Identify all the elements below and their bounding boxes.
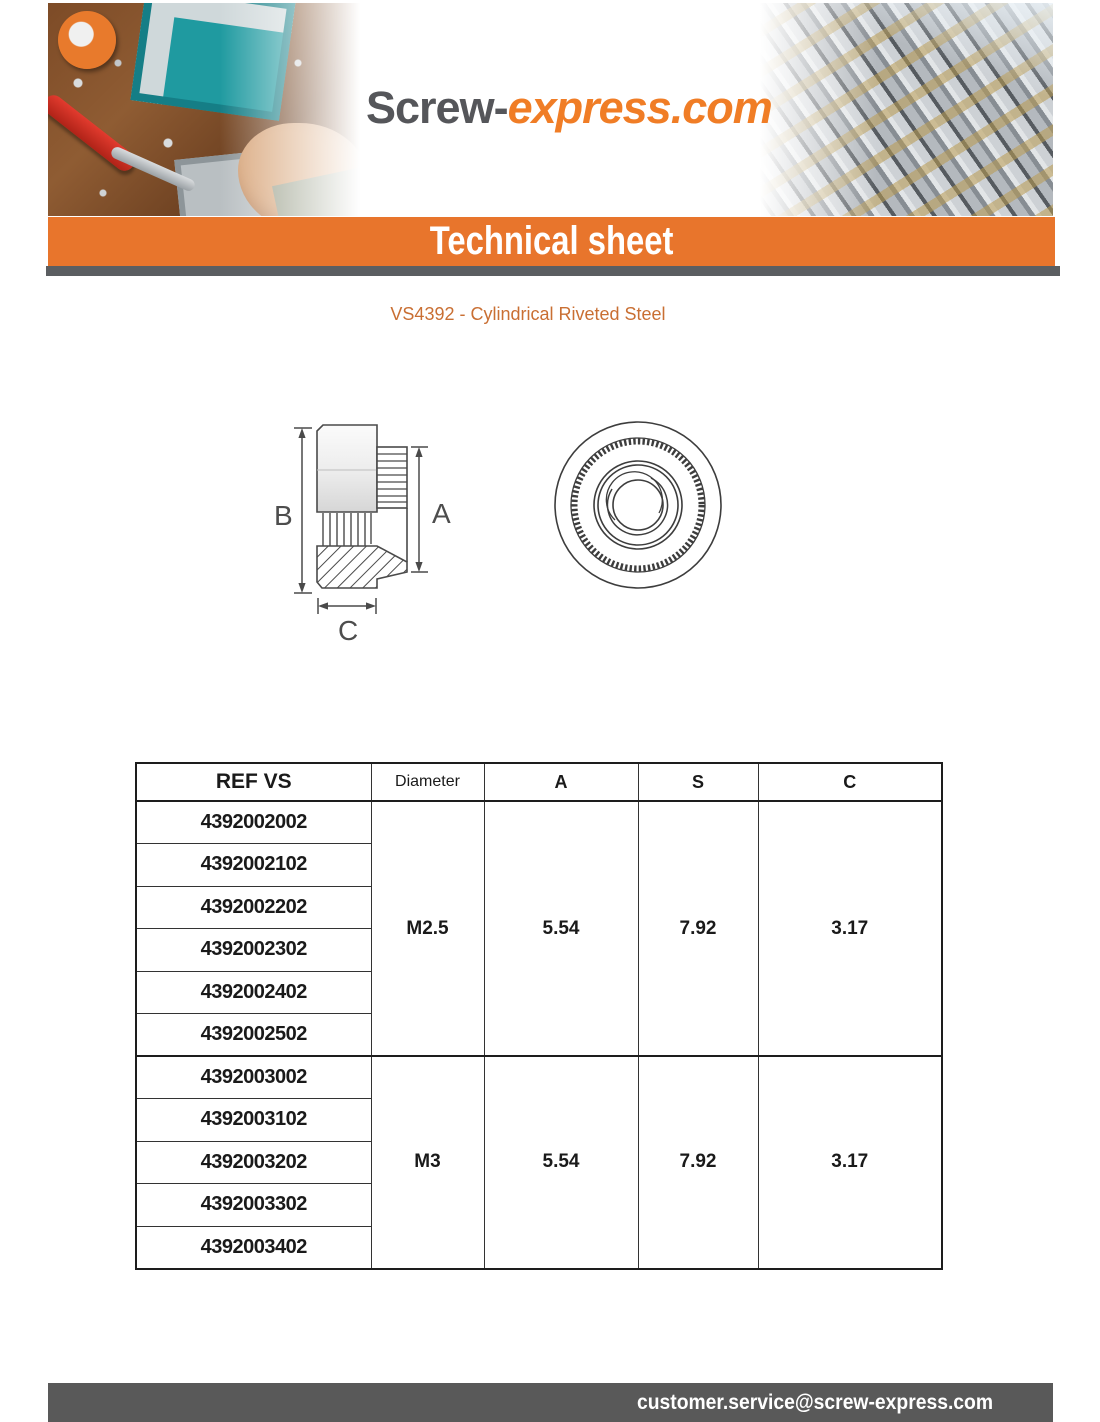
title-banner: Technical sheet	[48, 217, 1055, 266]
footer-bar: customer.service@screw-express.com	[48, 1383, 1053, 1422]
dimension-label-b: B	[274, 500, 293, 531]
brand-logo: Screw-express.com	[366, 68, 773, 148]
front-view-drawing	[554, 421, 722, 589]
ref-cell: 4392002002	[135, 800, 372, 844]
table-row: 4392002202	[135, 885, 942, 929]
footer-email: customer.service@screw-express.com	[636, 1390, 993, 1414]
diameter-cell: M3	[370, 1055, 485, 1269]
photo-fade-overlay	[48, 3, 360, 216]
s-value-cell: 7.92	[637, 800, 759, 1057]
diameter-cell: M2.5	[370, 800, 485, 1057]
logo-text-secondary: express.com	[507, 82, 773, 133]
ref-cell: 4392002102	[135, 843, 372, 887]
s-value-cell: 7.92	[637, 1055, 759, 1269]
ref-cell: 4392003202	[135, 1140, 372, 1184]
column-header-a: A	[483, 762, 639, 802]
header-photo-screws	[760, 3, 1053, 216]
dimension-label-c: C	[338, 615, 358, 646]
technical-drawing: B A C	[274, 421, 722, 646]
ref-cell: 4392003102	[135, 1098, 372, 1142]
ref-cell: 4392002302	[135, 928, 372, 972]
page-title: Technical sheet	[429, 219, 674, 263]
table-row: 4392003002 M3 5.54 7.92 3.17	[135, 1055, 943, 1269]
table-row: 4392003202	[135, 1140, 942, 1184]
c-value-cell: 3.17	[757, 800, 943, 1057]
c-value-cell: 3.17	[757, 1055, 943, 1269]
ref-cell: 4392002502	[135, 1013, 372, 1057]
product-subtitle: VS4392 - Cylindrical Riveted Steel	[390, 304, 666, 324]
ref-cell: 4392003402	[135, 1225, 372, 1269]
header-photo-workbench	[48, 3, 360, 216]
spec-table-body: 4392002002 M2.5 5.54 7.92 3.17 4392002102 4392…	[135, 800, 943, 1269]
table-row: 4392002102	[135, 843, 942, 887]
column-header-ref: REF VS	[135, 762, 372, 802]
side-view-drawing	[294, 424, 428, 614]
table-row: 4392003402	[135, 1225, 942, 1269]
table-row: 4392002302	[135, 928, 942, 972]
ref-cell: 4392003302	[135, 1183, 372, 1227]
photo-fade-overlay	[760, 3, 1053, 216]
ref-cell: 4392002202	[135, 885, 372, 929]
spec-table: REF VS Diameter A S C 4392002002 M2.5 5.54…	[135, 762, 943, 1270]
spec-table-container: REF VS Diameter A S C 4392002002 M2.5 5.54…	[135, 762, 943, 1270]
ref-cell: 4392002402	[135, 970, 372, 1014]
column-header-diameter: Diameter	[370, 762, 485, 802]
column-header-c: C	[757, 762, 943, 802]
a-value-cell: 5.54	[483, 800, 639, 1057]
banner-shadow-bar	[46, 266, 1060, 276]
column-header-s: S	[637, 762, 759, 802]
table-row: 4392003302	[135, 1183, 942, 1227]
table-header-row: REF VS Diameter A S C	[135, 762, 943, 802]
logo-text: Screw-express.com	[366, 82, 773, 134]
table-row: 4392002002 M2.5 5.54 7.92 3.17	[135, 800, 943, 1057]
ref-cell: 4392003002	[135, 1055, 372, 1099]
table-row: 4392002402	[135, 970, 942, 1014]
a-value-cell: 5.54	[483, 1055, 639, 1269]
dimension-label-a: A	[432, 498, 451, 529]
logo-text-primary: Screw-	[366, 82, 509, 133]
